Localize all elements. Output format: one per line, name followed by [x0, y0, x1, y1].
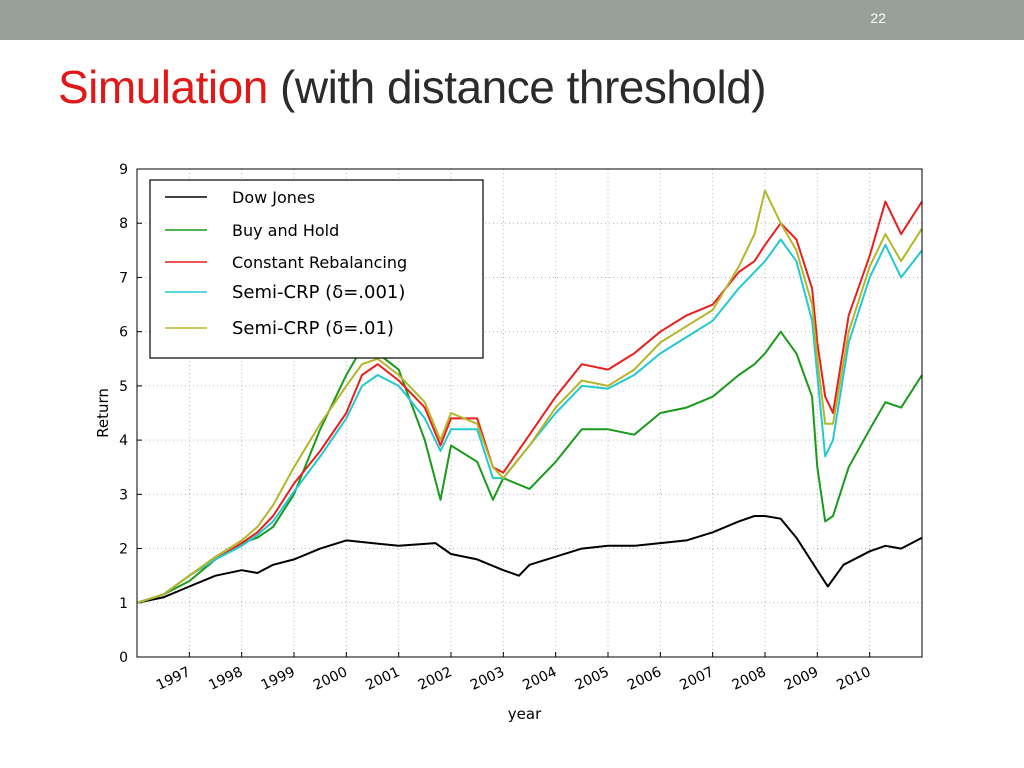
y-tick-label: 4 [119, 433, 128, 449]
x-tick-label: 2005 [573, 664, 612, 694]
y-tick-label: 3 [119, 487, 128, 503]
x-tick-label: 2010 [834, 664, 873, 694]
legend-label: Constant Rebalancing [232, 253, 407, 272]
slide-title: Simulation (with distance threshold) [58, 60, 767, 114]
legend: Dow Jones Buy and Hold Constant Rebalancin… [149, 179, 484, 359]
x-tick-label: 1999 [259, 664, 298, 694]
y-tick-label: 5 [119, 379, 128, 395]
slide-title-highlight: Simulation [58, 61, 268, 113]
x-tick-label: 1998 [206, 664, 245, 694]
x-tick-label: 2009 [782, 664, 821, 694]
slide-number: 22 [870, 10, 886, 26]
x-axis-label: year [508, 705, 542, 723]
y-axis-label: Return [94, 388, 112, 438]
x-tick-label: 1997 [154, 664, 193, 694]
legend-label: Dow Jones [232, 188, 315, 207]
x-tick-label: 2002 [416, 664, 455, 694]
legend-label: Buy and Hold [232, 221, 339, 240]
y-tick-label: 2 [119, 542, 128, 558]
x-tick-label: 2008 [730, 664, 769, 694]
x-tick-label: 2003 [468, 664, 507, 694]
series-line [136, 330, 923, 604]
x-tick-label: 2007 [677, 664, 716, 694]
legend-label: Semi-CRP (δ=.001) [232, 282, 405, 303]
plot-frame [136, 168, 923, 658]
x-tick-label: 2000 [311, 664, 350, 694]
x-tick-label: 2004 [520, 664, 559, 694]
y-tick-label: 9 [119, 162, 128, 178]
x-tick-label: 2006 [625, 664, 664, 694]
series-line [136, 238, 923, 604]
y-tick-label: 7 [119, 270, 128, 286]
y-tick-label: 6 [119, 325, 128, 341]
x-tick-label: 2001 [363, 664, 402, 694]
y-tick-label: 0 [119, 650, 128, 666]
series-line [136, 515, 923, 604]
top-bar: 22 [0, 0, 1024, 40]
y-tick-label: 1 [119, 596, 128, 612]
slide-title-rest: (with distance threshold) [267, 61, 767, 113]
legend-label: Semi-CRP (δ=.01) [232, 318, 394, 339]
series-line [136, 200, 923, 604]
y-tick-label: 8 [119, 216, 128, 232]
series-line [136, 189, 923, 604]
